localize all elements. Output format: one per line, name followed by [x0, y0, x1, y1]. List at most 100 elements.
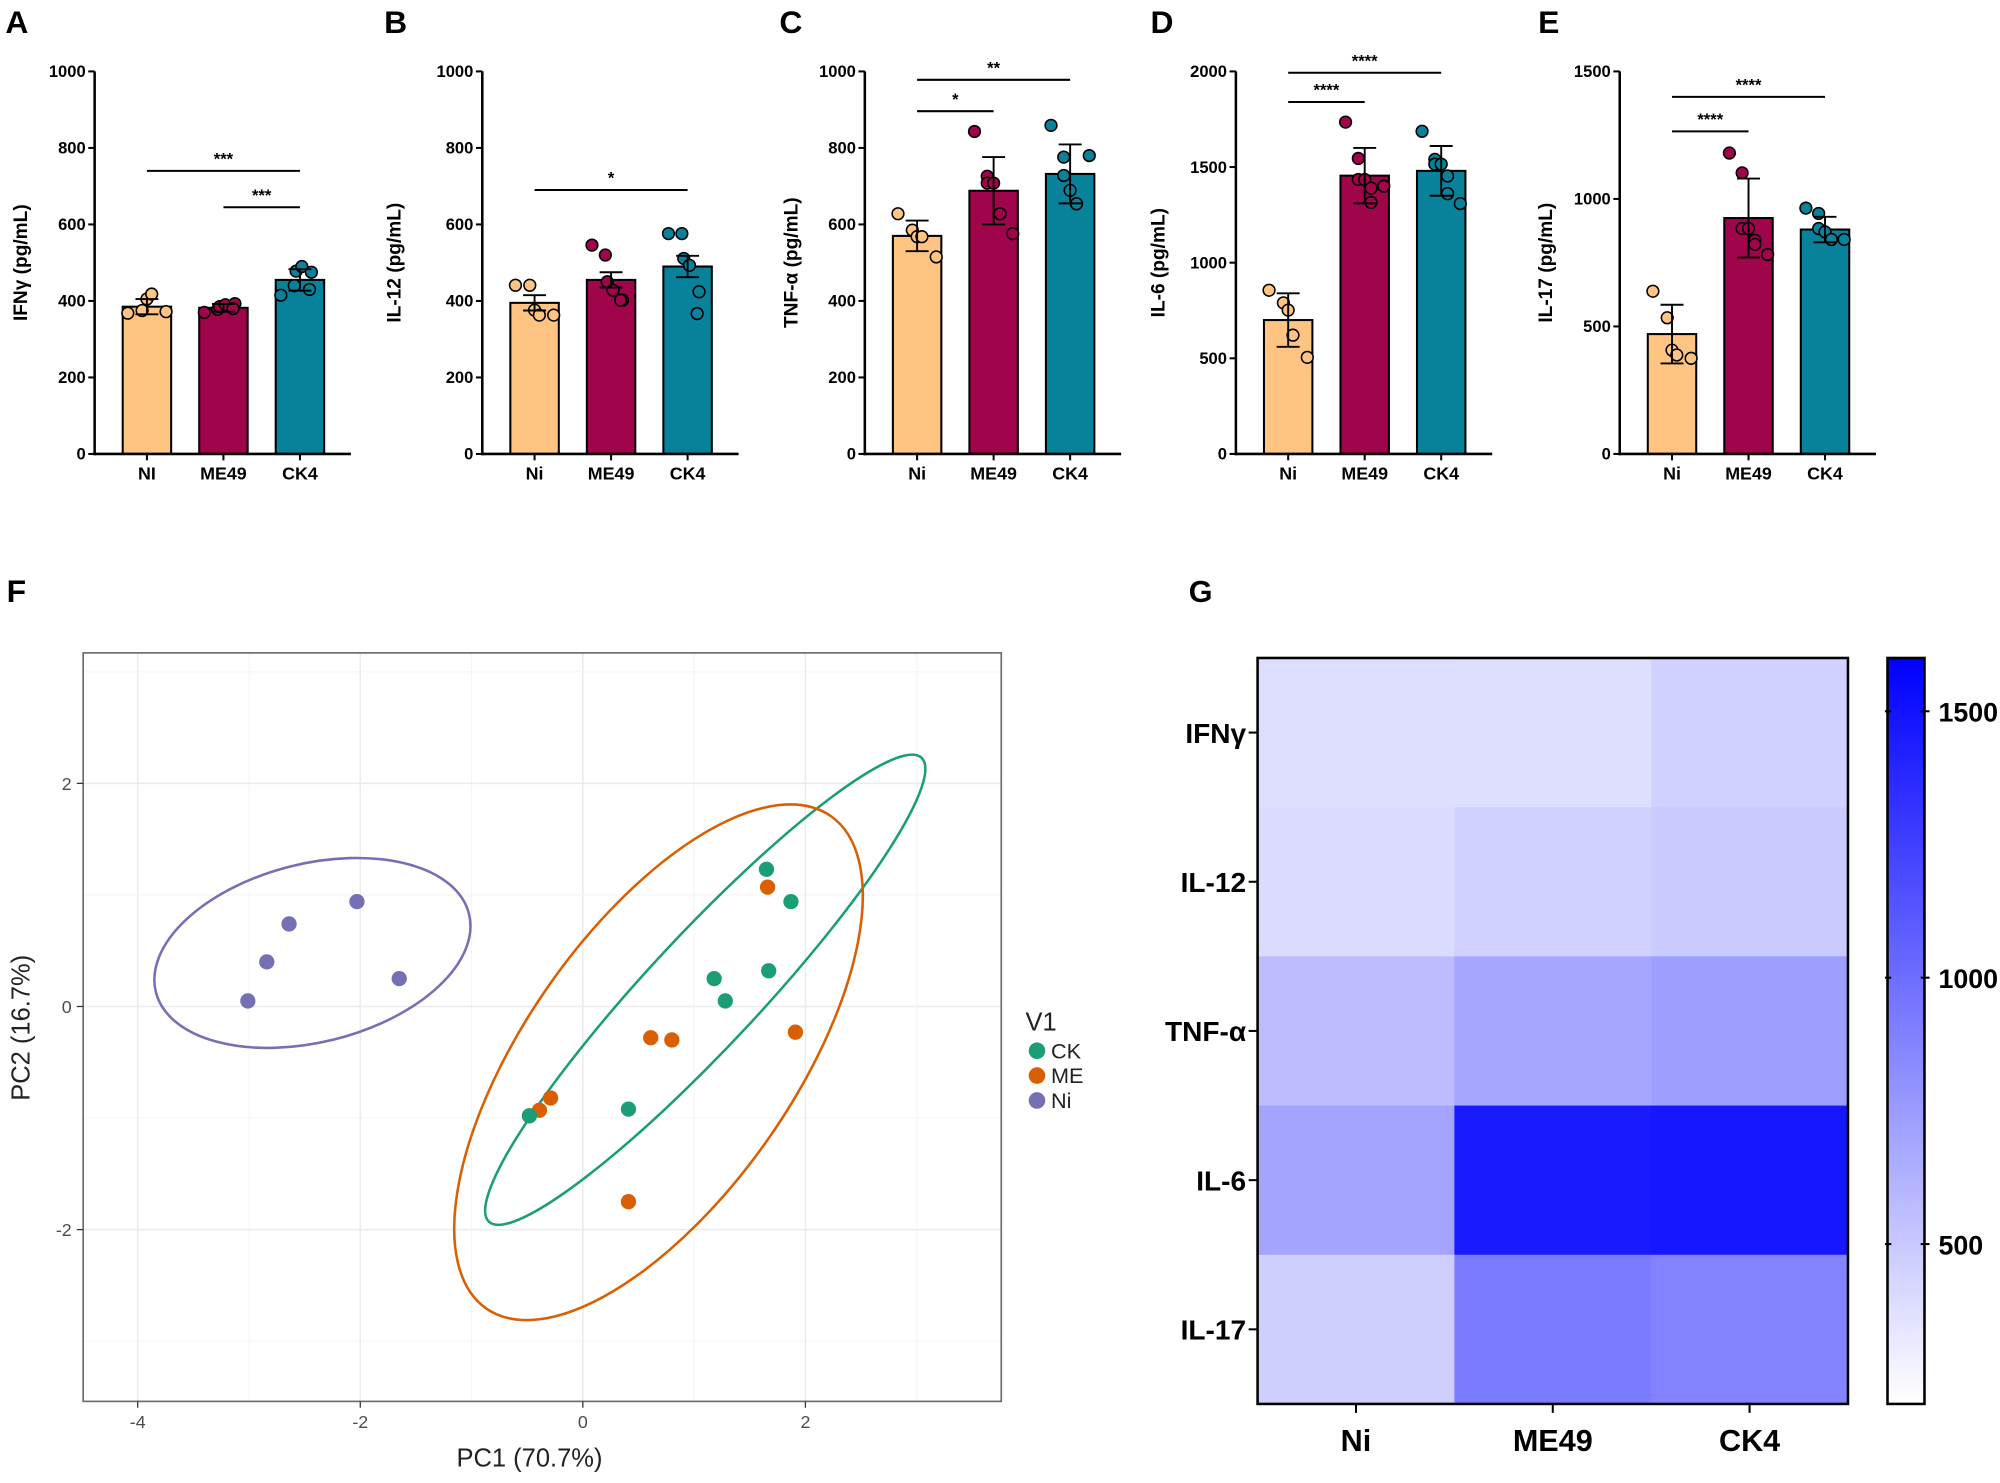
error-bar-me49: [1737, 177, 1760, 259]
data-point-ck4: [1440, 187, 1455, 201]
significance-label: ****: [1314, 81, 1340, 100]
x-tick-label: NI: [138, 463, 156, 483]
y-tick-label: 2: [62, 774, 72, 794]
y-tick-label: 1500: [1190, 158, 1227, 177]
data-point-ni: [121, 306, 135, 320]
significance-label: ****: [1697, 110, 1723, 129]
heatmap-cell: [1454, 657, 1652, 808]
data-point-ck4: [1453, 196, 1467, 211]
heatmap-cell: [1454, 1105, 1652, 1256]
row-label: IL-6: [1196, 1165, 1246, 1196]
data-point-me49: [967, 124, 982, 139]
data-point-me49: [1338, 115, 1353, 129]
data-point-me49: [197, 305, 211, 320]
x-tick-label: ME49: [588, 463, 635, 483]
error-bar-ni: [905, 219, 929, 253]
y-tick-label: 1000: [1574, 190, 1611, 209]
data-point-ni: [159, 305, 173, 319]
x-tick-label: CK4: [1807, 463, 1843, 483]
column-label: ME49: [1513, 1424, 1593, 1458]
data-point-ck4: [1057, 168, 1071, 183]
row-label: IL-17: [1181, 1315, 1246, 1346]
heatmap-cell: [1651, 1105, 1849, 1256]
data-point-ck4: [1044, 118, 1058, 132]
y-tick-label: 1000: [437, 62, 474, 81]
data-point-me: [542, 1090, 559, 1106]
y-tick-label: 0: [62, 997, 72, 1017]
data-point-ck4: [1837, 232, 1851, 247]
data-point-me: [787, 1024, 804, 1040]
data-point-me49: [1748, 237, 1762, 251]
data-point-me: [759, 879, 776, 895]
y-tick-label: 0: [1218, 445, 1227, 464]
data-point-ck4: [1799, 201, 1813, 215]
y-tick-label: 0: [1602, 445, 1611, 464]
data-point-me49: [585, 238, 599, 252]
y-axis-title: IL-12 (pg/mL): [385, 203, 406, 323]
error-bar-me49: [211, 303, 235, 313]
data-point-ni: [349, 893, 365, 910]
data-point-ck4: [675, 226, 689, 241]
x-tick-label: 2: [800, 1412, 810, 1432]
error-bar-ck4: [1813, 215, 1837, 244]
y-tick-label: 2000: [1190, 62, 1227, 81]
significance-label: *: [608, 169, 615, 188]
legend-swatch-me: [1028, 1067, 1046, 1084]
error-bar-ni: [1660, 303, 1684, 365]
data-point-me49: [1351, 151, 1365, 166]
data-point-me49: [1722, 146, 1737, 160]
data-point-ck4: [304, 265, 319, 279]
significance-label: *: [952, 90, 959, 109]
y-tick-label: 0: [76, 445, 85, 464]
y-tick-label: 400: [446, 292, 474, 311]
data-point-ck: [620, 1101, 637, 1117]
bar-ni: [509, 301, 560, 455]
data-point-me: [620, 1194, 637, 1210]
data-point-ck: [758, 861, 775, 877]
data-point-ck4: [274, 288, 288, 302]
significance-label: **: [987, 58, 1000, 77]
data-point-me49: [1006, 226, 1020, 241]
row-label: TNF-α: [1165, 1016, 1246, 1047]
bar-ni: [121, 305, 173, 455]
y-tick-label: 800: [446, 139, 474, 158]
data-point-me49: [598, 248, 612, 262]
plot-border: [82, 652, 1003, 1403]
data-point-ck: [521, 1108, 538, 1124]
x-tick-label: -4: [130, 1412, 146, 1432]
y-tick-label: -2: [56, 1220, 72, 1240]
data-point-ni: [259, 954, 275, 970]
x-tick-label: ME49: [200, 463, 247, 483]
data-point-ni: [915, 230, 929, 244]
x-tick-label: Ni: [1663, 463, 1681, 483]
significance-label: ***: [252, 186, 272, 205]
data-point-ni: [532, 308, 546, 322]
significance-label: ***: [214, 149, 234, 168]
data-point-ni: [1670, 348, 1684, 362]
x-tick-label: Ni: [526, 463, 544, 483]
data-point-ni: [1684, 351, 1698, 365]
x-tick-label: Ni: [1279, 463, 1297, 483]
y-tick-label: 200: [58, 368, 86, 387]
heatmap-cell: [1651, 1254, 1849, 1405]
y-tick-label: 0: [847, 445, 856, 464]
x-axis-title: PC1 (70.7%): [456, 1444, 602, 1472]
data-point-ni: [929, 250, 943, 264]
heatmap-cell: [1454, 1254, 1652, 1405]
heatmap-cell: [1257, 956, 1456, 1107]
data-point-me49: [1364, 181, 1378, 195]
y-tick-label: 200: [446, 368, 474, 387]
y-tick-label: 1000: [1190, 253, 1227, 272]
significance-label: ****: [1736, 76, 1762, 95]
data-point-ck: [783, 893, 799, 910]
colorbar: [1886, 656, 1926, 1406]
confidence-ellipse-ni: [153, 856, 472, 1050]
panel-label: G: [1189, 575, 1213, 609]
data-point-ni: [240, 993, 256, 1009]
data-point-ck4: [1082, 148, 1096, 163]
bar-me49: [198, 306, 249, 455]
data-point-ni: [1262, 283, 1276, 297]
data-point-ck4: [1440, 169, 1455, 183]
data-point-ck4: [692, 285, 706, 299]
